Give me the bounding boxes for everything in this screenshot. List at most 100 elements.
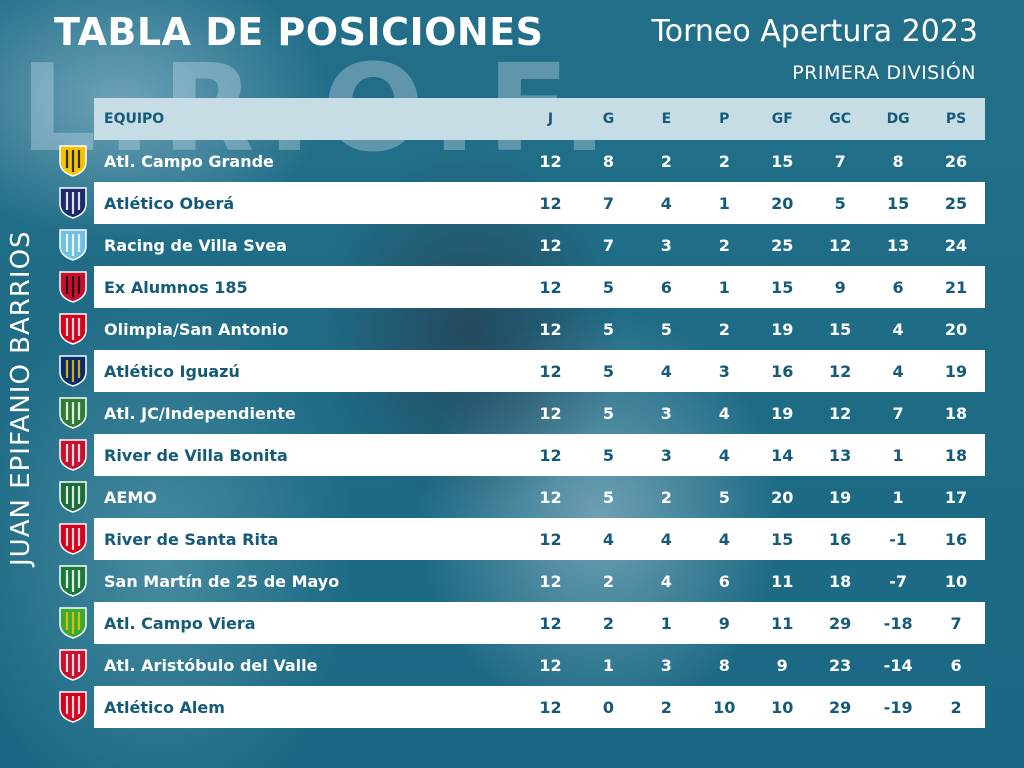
cell-goal-diff: -19: [883, 697, 913, 717]
team-name: Atl. Campo Grande: [104, 151, 274, 171]
shield-icon: [56, 224, 90, 266]
cell-drawn: 2: [660, 487, 672, 507]
cell-won: 5: [602, 277, 614, 297]
cell-lost: 2: [718, 235, 730, 255]
cell-goal-diff: 8: [892, 151, 904, 171]
cell-played: 12: [539, 151, 562, 171]
cell-played: 12: [539, 361, 562, 381]
shield-icon: [56, 644, 90, 686]
cell-goals-for: 20: [771, 487, 794, 507]
cell-drawn: 5: [660, 319, 672, 339]
header-goal-diff: DG: [886, 111, 910, 127]
table-row: San Martín de 25 de Mayo 12 2 4 6 11 18 -7 10: [94, 560, 985, 602]
cell-goals-for: 25: [771, 235, 794, 255]
cell-lost: 1: [718, 193, 730, 213]
cell-points: 18: [944, 445, 968, 465]
cell-lost: 2: [718, 151, 730, 171]
header-team: EQUIPO: [104, 111, 165, 127]
cell-points: 16: [944, 529, 968, 549]
cell-won: 0: [602, 697, 614, 717]
cell-drawn: 2: [660, 151, 672, 171]
cell-won: 5: [602, 361, 614, 381]
cell-played: 12: [539, 235, 562, 255]
header-drawn: E: [661, 111, 672, 127]
cell-goals-against: 5: [834, 193, 846, 213]
table-row: River de Santa Rita 12 4 4 4 15 16 -1 16: [94, 518, 985, 560]
cell-won: 7: [602, 193, 614, 213]
cell-played: 12: [539, 529, 562, 549]
cell-goals-against: 29: [829, 613, 852, 633]
team-name: Ex Alumnos 185: [104, 277, 248, 297]
cell-goal-diff: -14: [883, 655, 913, 675]
cell-goals-against: 13: [829, 445, 852, 465]
cell-goals-for: 10: [771, 697, 794, 717]
cell-won: 5: [602, 445, 614, 465]
table-row: Atl. JC/Independiente 12 5 3 4 19 12 7 18: [94, 392, 985, 434]
cell-points: 10: [944, 571, 968, 591]
table-row: Atl. Campo Viera 12 2 1 9 11 29 -18 7: [94, 602, 985, 644]
cell-lost: 8: [718, 655, 730, 675]
cell-won: 2: [602, 571, 614, 591]
cell-lost: 4: [718, 445, 730, 465]
cell-played: 12: [539, 613, 562, 633]
shield-icon: [56, 476, 90, 518]
table-row: Atl. Aristóbulo del Valle 12 1 3 8 9 23 -14 6: [94, 644, 985, 686]
cell-drawn: 6: [660, 277, 672, 297]
cell-points: 17: [944, 487, 968, 507]
cell-played: 12: [539, 403, 562, 423]
cell-goals-for: 9: [776, 655, 788, 675]
cell-drawn: 4: [660, 361, 672, 381]
cell-played: 12: [539, 571, 562, 591]
table-row: River de Villa Bonita 12 5 3 4 14 13 1 18: [94, 434, 985, 476]
cell-goals-for: 15: [771, 151, 794, 171]
shield-icon: [56, 308, 90, 350]
header-won: G: [602, 111, 615, 127]
table-row: Olimpia/San Antonio 12 5 5 2 19 15 4 20: [94, 308, 985, 350]
cell-points: 7: [950, 613, 962, 633]
team-name: Atlético Alem: [104, 697, 225, 717]
shield-icon: [56, 434, 90, 476]
cell-goals-against: 7: [834, 151, 846, 171]
cell-goal-diff: 13: [886, 235, 910, 255]
cell-drawn: 1: [660, 613, 672, 633]
cell-lost: 6: [718, 571, 730, 591]
header-goals-against: GC: [829, 111, 852, 127]
cell-lost: 4: [718, 403, 730, 423]
cell-goal-diff: 15: [886, 193, 910, 213]
cell-goals-against: 15: [829, 319, 852, 339]
team-name: Atl. Campo Viera: [104, 613, 256, 633]
cell-goals-for: 15: [771, 277, 794, 297]
cell-drawn: 2: [660, 697, 672, 717]
header-points: PS: [945, 111, 967, 127]
shield-icon: [56, 350, 90, 392]
team-name: Olimpia/San Antonio: [104, 319, 289, 339]
cell-goal-diff: 1: [892, 487, 904, 507]
cell-goals-for: 16: [771, 361, 794, 381]
cell-drawn: 4: [660, 529, 672, 549]
cell-points: 19: [944, 361, 968, 381]
cell-goal-diff: -18: [883, 613, 913, 633]
header-goals-for: GF: [771, 111, 793, 127]
cell-goals-against: 29: [829, 697, 852, 717]
cell-points: 21: [944, 277, 968, 297]
cell-goals-against: 23: [829, 655, 852, 675]
cell-played: 12: [539, 445, 562, 465]
cell-played: 12: [539, 697, 562, 717]
cell-played: 12: [539, 655, 562, 675]
cell-played: 12: [539, 277, 562, 297]
cell-goal-diff: -7: [889, 571, 908, 591]
cell-won: 2: [602, 613, 614, 633]
page-title: TABLA DE POSICIONES: [54, 10, 544, 54]
cell-goals-against: 19: [829, 487, 852, 507]
cell-drawn: 3: [660, 445, 672, 465]
shield-icon: [56, 266, 90, 308]
cell-drawn: 4: [660, 193, 672, 213]
cell-goal-diff: 7: [892, 403, 904, 423]
cell-goal-diff: 6: [892, 277, 904, 297]
cell-played: 12: [539, 193, 562, 213]
header-lost: P: [719, 111, 730, 127]
cell-lost: 9: [718, 613, 730, 633]
photographer-credit: JUAN EPIFANIO BARRIOS: [6, 230, 36, 566]
cell-goal-diff: 4: [892, 361, 904, 381]
cell-goals-for: 14: [771, 445, 794, 465]
